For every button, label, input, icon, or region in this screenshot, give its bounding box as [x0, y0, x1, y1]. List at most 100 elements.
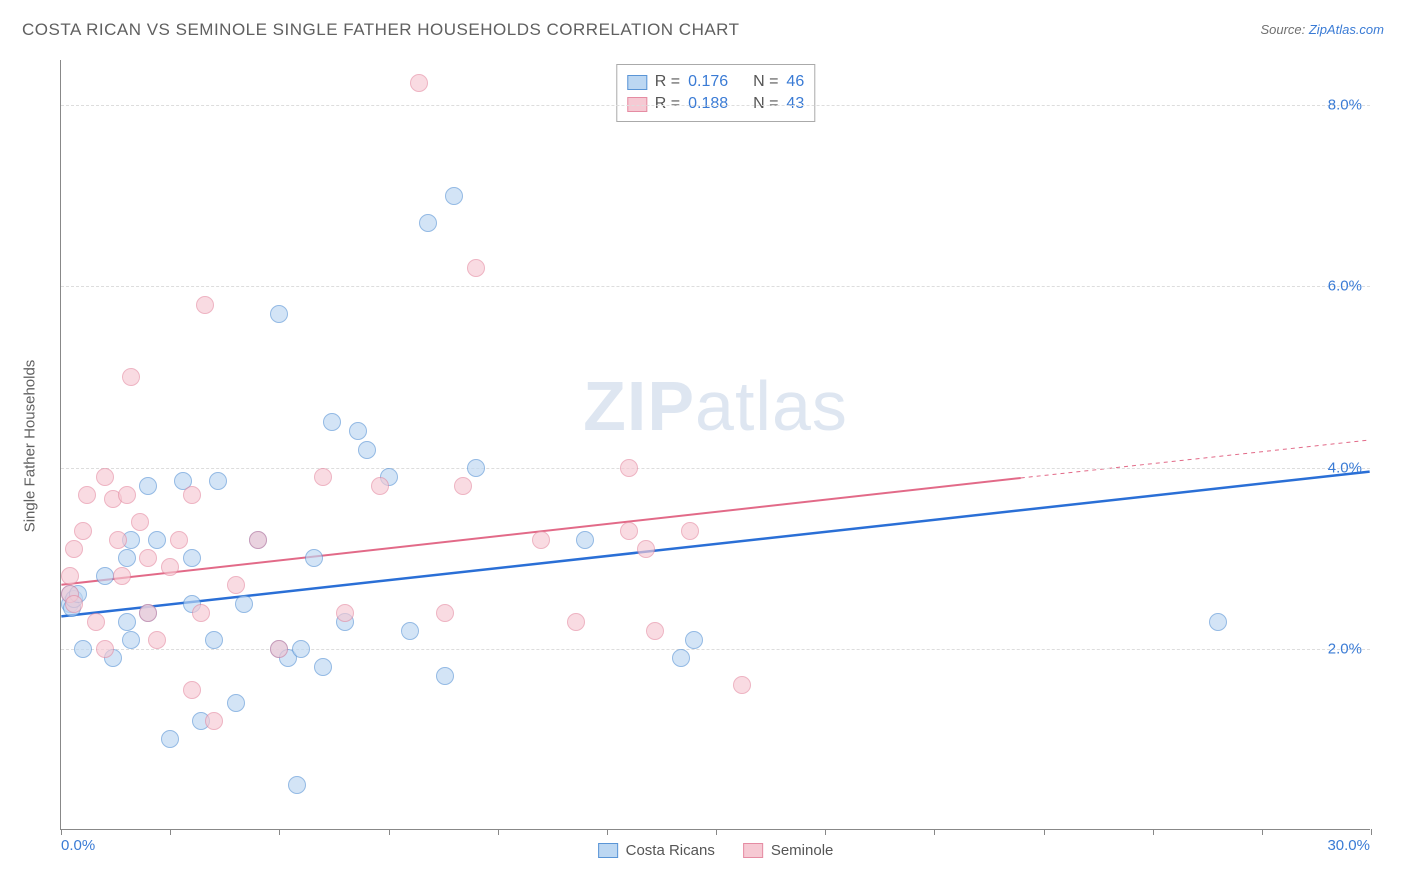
scatter-point [139, 549, 157, 567]
scatter-point [118, 549, 136, 567]
x-tick [389, 829, 390, 835]
trend-lines [61, 60, 1370, 829]
scatter-point [61, 567, 79, 585]
scatter-point [227, 694, 245, 712]
scatter-point [532, 531, 550, 549]
scatter-point [131, 513, 149, 531]
x-tick [1153, 829, 1154, 835]
r-label: R = [655, 95, 680, 113]
scatter-point [646, 622, 664, 640]
scatter-point [349, 422, 367, 440]
scatter-point [685, 631, 703, 649]
scatter-point [314, 658, 332, 676]
scatter-point [196, 296, 214, 314]
x-limit-label: 30.0% [1327, 837, 1370, 854]
r-value: 0.188 [688, 95, 728, 113]
scatter-point [454, 477, 472, 495]
x-tick [61, 829, 62, 835]
legend-swatch [598, 843, 618, 858]
gridline [61, 286, 1370, 287]
scatter-point [270, 305, 288, 323]
x-tick [279, 829, 280, 835]
chart-title: COSTA RICAN VS SEMINOLE SINGLE FATHER HO… [22, 20, 740, 40]
scatter-point [620, 522, 638, 540]
r-label: R = [655, 73, 680, 91]
scatter-point [122, 368, 140, 386]
scatter-point [205, 712, 223, 730]
scatter-point [401, 622, 419, 640]
stats-legend-row: R = 0.176 N = 46 [627, 71, 804, 93]
scatter-point [681, 522, 699, 540]
scatter-point [314, 468, 332, 486]
legend-swatch [627, 97, 647, 112]
n-label: N = [753, 73, 778, 91]
scatter-point [637, 540, 655, 558]
x-limit-label: 0.0% [61, 837, 95, 854]
scatter-point [467, 459, 485, 477]
legend-swatch [627, 75, 647, 90]
scatter-point [1209, 613, 1227, 631]
scatter-point [183, 486, 201, 504]
y-tick-label: 4.0% [1328, 459, 1362, 476]
x-tick [1371, 829, 1372, 835]
scatter-point [567, 613, 585, 631]
scatter-point [436, 667, 454, 685]
x-tick [498, 829, 499, 835]
scatter-point [576, 531, 594, 549]
scatter-point [148, 531, 166, 549]
scatter-point [118, 613, 136, 631]
scatter-point [113, 567, 131, 585]
x-tick [170, 829, 171, 835]
source-prefix: Source: [1260, 22, 1308, 37]
series-legend: Costa Ricans Seminole [598, 842, 834, 859]
scatter-point [288, 776, 306, 794]
n-value: 43 [786, 95, 804, 113]
series-legend-item: Costa Ricans [598, 842, 715, 859]
stats-legend-row: R = 0.188 N = 43 [627, 93, 804, 115]
r-value: 0.176 [688, 73, 728, 91]
scatter-point [205, 631, 223, 649]
scatter-point [270, 640, 288, 658]
x-tick [825, 829, 826, 835]
gridline [61, 105, 1370, 106]
scatter-point [78, 486, 96, 504]
plot-area: ZIPatlas R = 0.176 N = 46 R = 0.188 N = … [60, 60, 1370, 830]
scatter-point [410, 74, 428, 92]
scatter-point [419, 214, 437, 232]
series-legend-item: Seminole [743, 842, 834, 859]
scatter-point [183, 549, 201, 567]
scatter-point [161, 730, 179, 748]
scatter-point [227, 576, 245, 594]
source-credit: Source: ZipAtlas.com [1260, 22, 1384, 37]
stats-legend: R = 0.176 N = 46 R = 0.188 N = 43 [616, 64, 815, 122]
scatter-point [235, 595, 253, 613]
scatter-point [672, 649, 690, 667]
y-tick-label: 2.0% [1328, 640, 1362, 657]
y-tick-label: 6.0% [1328, 278, 1362, 295]
source-link[interactable]: ZipAtlas.com [1309, 22, 1384, 37]
scatter-point [74, 522, 92, 540]
series-label: Seminole [771, 842, 834, 859]
scatter-point [620, 459, 638, 477]
scatter-point [209, 472, 227, 490]
scatter-point [192, 604, 210, 622]
x-tick [1262, 829, 1263, 835]
x-tick [607, 829, 608, 835]
scatter-point [139, 477, 157, 495]
scatter-point [161, 558, 179, 576]
scatter-point [249, 531, 267, 549]
n-value: 46 [786, 73, 804, 91]
scatter-point [467, 259, 485, 277]
scatter-point [323, 413, 341, 431]
gridline [61, 649, 1370, 650]
scatter-point [292, 640, 310, 658]
chart-container: COSTA RICAN VS SEMINOLE SINGLE FATHER HO… [0, 0, 1406, 892]
scatter-point [358, 441, 376, 459]
scatter-point [371, 477, 389, 495]
legend-swatch [743, 843, 763, 858]
gridline [61, 468, 1370, 469]
series-label: Costa Ricans [626, 842, 715, 859]
scatter-point [65, 540, 83, 558]
scatter-point [170, 531, 188, 549]
n-label: N = [753, 95, 778, 113]
